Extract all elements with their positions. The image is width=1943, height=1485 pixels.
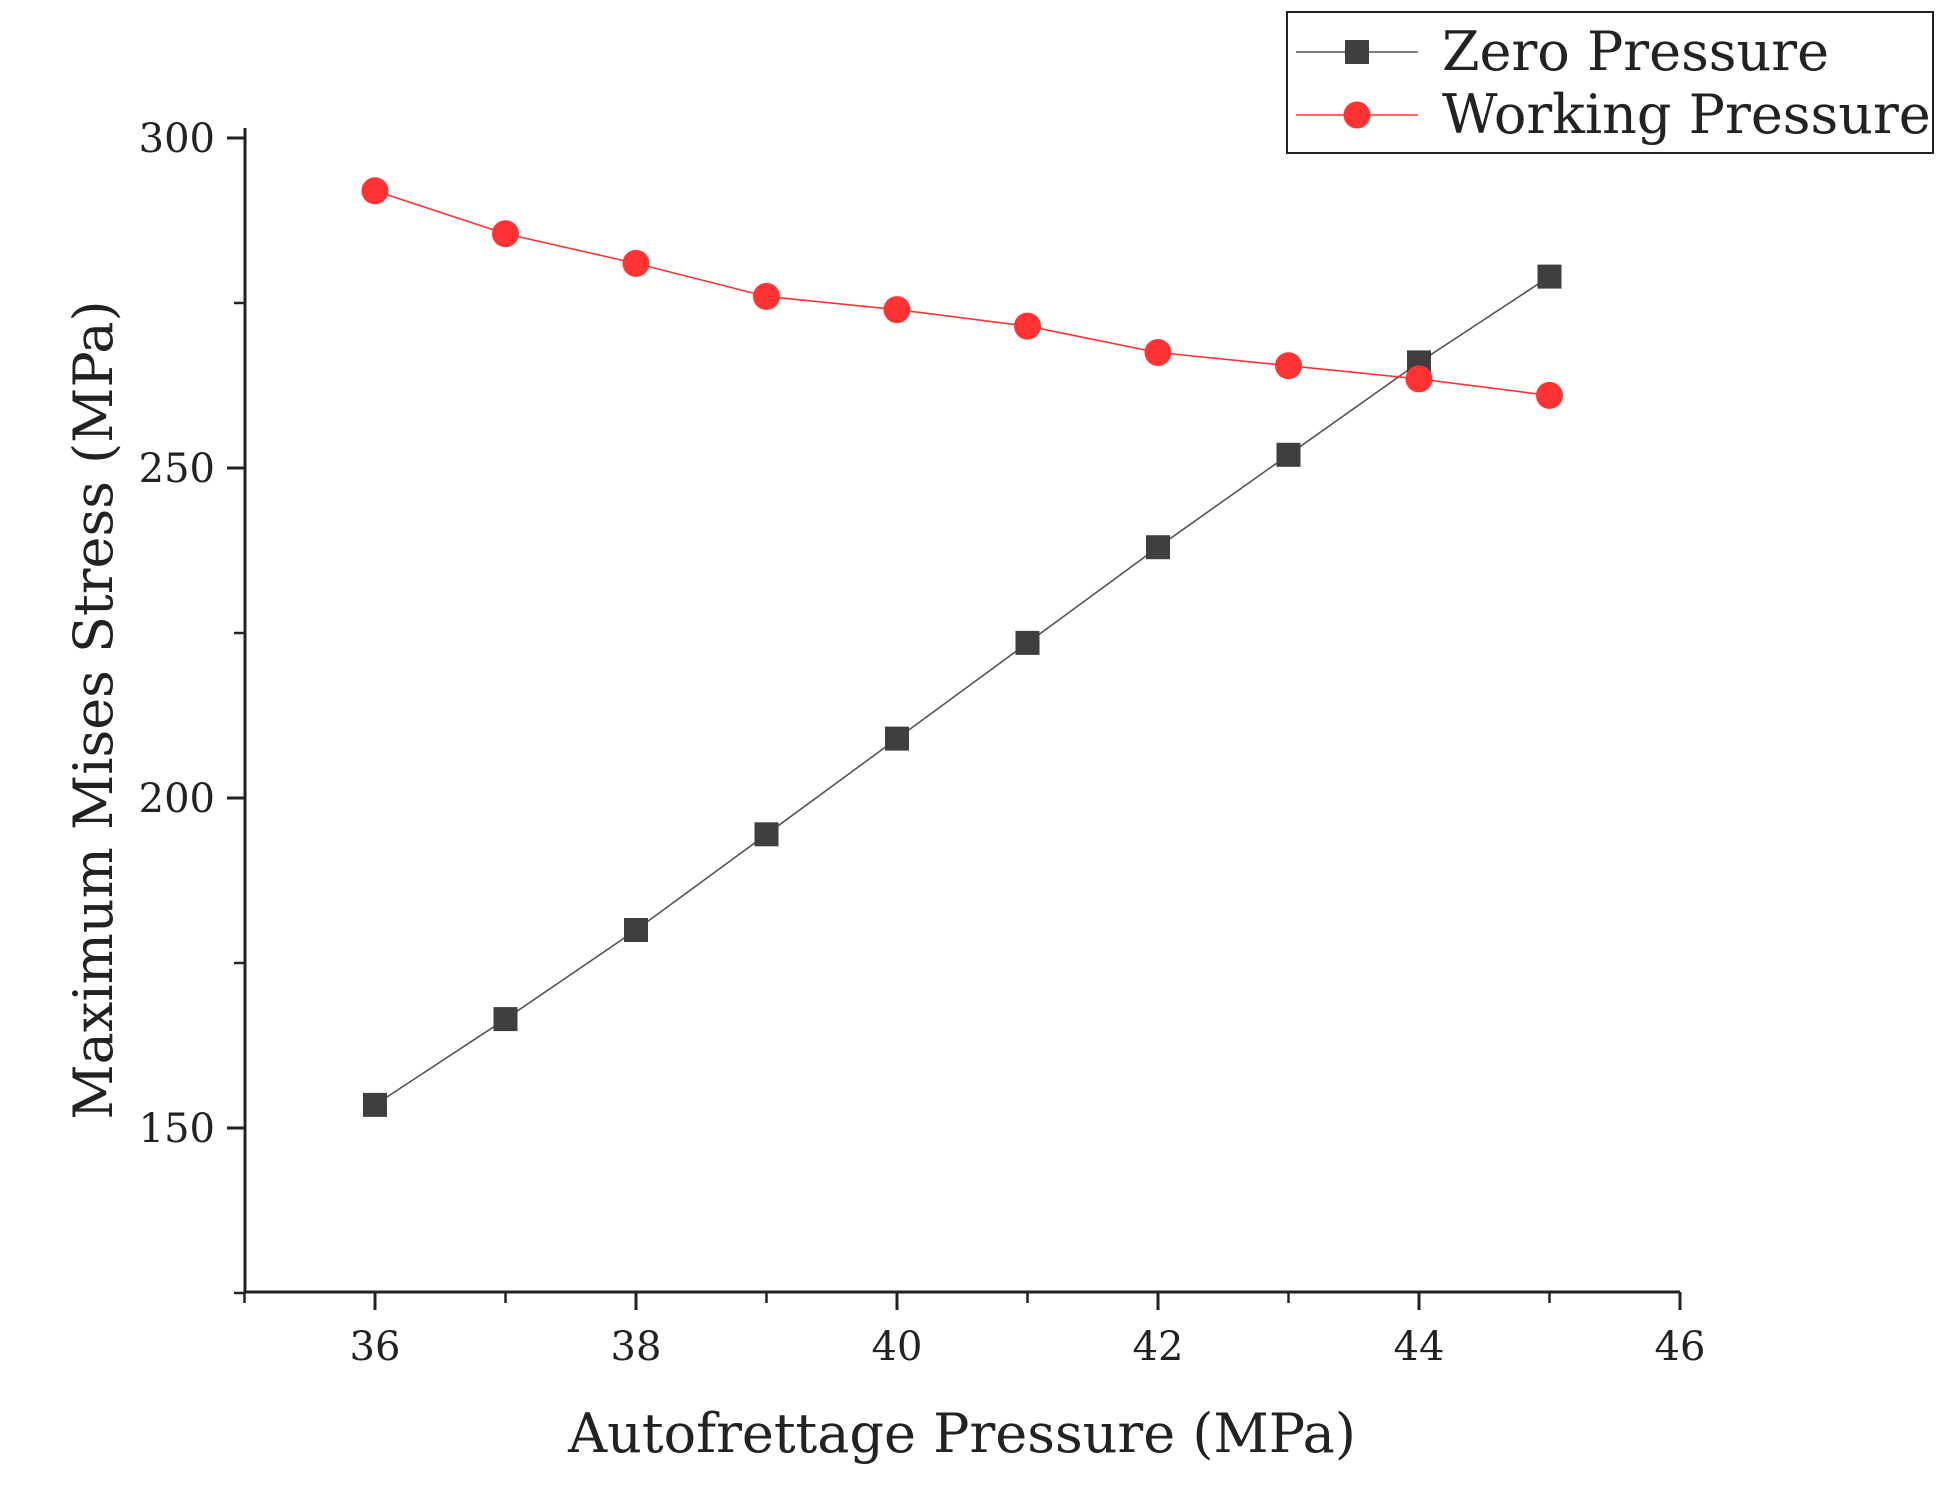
y-tick-label: 200 — [139, 776, 215, 822]
plot-lines — [374, 190, 1550, 1106]
data-point-working-pressure — [1144, 339, 1172, 366]
data-point-zero-pressure — [624, 918, 648, 942]
data-point-working-pressure — [492, 220, 519, 248]
data-point-working-pressure — [1275, 352, 1302, 380]
legend-marker-circle — [1343, 101, 1371, 129]
data-point-working-pressure — [361, 177, 389, 205]
data-point-zero-pressure — [1537, 264, 1562, 289]
x-tick-label: 46 — [1655, 1324, 1706, 1370]
y-tick-label: 250 — [139, 446, 215, 492]
series-line-0 — [374, 275, 1550, 1106]
y-tick-label: 300 — [139, 116, 215, 162]
data-point-zero-pressure — [885, 726, 909, 751]
data-point-working-pressure — [1014, 312, 1041, 340]
series-line-1 — [374, 190, 1550, 397]
y-tick-label: 150 — [139, 1106, 215, 1152]
data-point-zero-pressure — [754, 822, 779, 847]
data-point-working-pressure — [1536, 381, 1563, 409]
data-point-working-pressure — [622, 249, 650, 277]
x-axis-title: Autofrettage Pressure (MPa) — [567, 1402, 1356, 1465]
legend-label: Zero Pressure — [1442, 20, 1829, 83]
legend-box — [1286, 11, 1934, 154]
data-point-zero-pressure — [493, 1007, 518, 1032]
x-tick-label: 40 — [872, 1324, 923, 1370]
y-axis-title: Maximum Mises Stress (MPa) — [62, 300, 125, 1119]
data-point-working-pressure — [883, 296, 911, 324]
x-tick-label: 44 — [1394, 1324, 1445, 1370]
x-tick-label: 42 — [1133, 1324, 1184, 1370]
axes — [243, 128, 1680, 1294]
y-ticks: 150 200 250 300 — [139, 116, 245, 1295]
x-tick-label: 36 — [350, 1324, 401, 1370]
data-point-zero-pressure — [1015, 630, 1040, 655]
legend-marker-square — [1345, 40, 1369, 64]
data-point-working-pressure — [753, 282, 780, 310]
plot-markers — [361, 177, 1563, 1117]
data-point-working-pressure — [1405, 365, 1433, 393]
data-point-zero-pressure — [1146, 535, 1170, 560]
legend-label: Working Pressure — [1442, 83, 1931, 146]
x-ticks: 36 38 40 42 44 46 — [243, 1292, 1706, 1370]
x-tick-label: 38 — [611, 1324, 662, 1370]
data-point-zero-pressure — [363, 1092, 387, 1117]
data-point-zero-pressure — [1276, 442, 1301, 467]
